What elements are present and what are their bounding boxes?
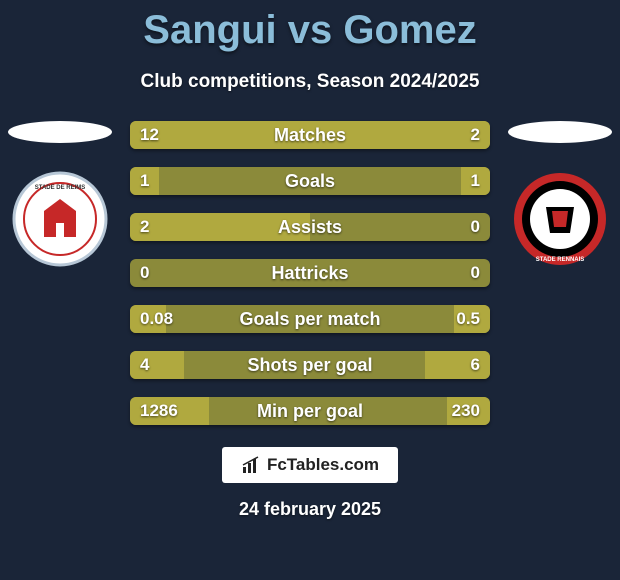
footer-logo-text: FcTables.com bbox=[267, 455, 379, 475]
footer-date: 24 february 2025 bbox=[0, 499, 620, 520]
page-title: Sangui vs Gomez bbox=[0, 0, 620, 53]
stat-value-right: 0 bbox=[471, 217, 480, 237]
svg-text:STADE RENNAIS: STADE RENNAIS bbox=[536, 257, 585, 263]
reims-crest-icon: STADE DE REIMS bbox=[12, 171, 108, 267]
stat-label: Hattricks bbox=[130, 263, 490, 284]
rennais-crest-icon: STADE RENNAIS bbox=[512, 171, 608, 267]
stat-row: Shots per goal4 6 bbox=[130, 351, 490, 379]
left-team-column: STADE DE REIMS bbox=[0, 121, 120, 267]
stat-row: Goals1 1 bbox=[130, 167, 490, 195]
stat-label: Matches bbox=[130, 125, 490, 146]
comparison-content: STADE DE REIMS STADE RENNAIS Matches122G… bbox=[0, 121, 620, 425]
stat-value-right: 1 bbox=[471, 171, 480, 191]
stat-value-right: 0.5 bbox=[456, 309, 480, 329]
left-ellipse-decor bbox=[8, 121, 112, 143]
stade-rennais-crest: STADE RENNAIS bbox=[512, 171, 608, 267]
stat-value-left: 1 bbox=[140, 171, 149, 191]
right-team-column: STADE RENNAIS bbox=[500, 121, 620, 267]
stat-row: Assists2 0 bbox=[130, 213, 490, 241]
stat-value-left: 12 bbox=[140, 125, 159, 145]
stat-row: Matches12 2 bbox=[130, 121, 490, 149]
stat-label: Goals per match bbox=[130, 309, 490, 330]
svg-text:STADE DE REIMS: STADE DE REIMS bbox=[35, 185, 86, 191]
stat-value-right: 6 bbox=[471, 355, 480, 375]
page-subtitle: Club competitions, Season 2024/2025 bbox=[0, 71, 620, 93]
right-ellipse-decor bbox=[508, 121, 612, 143]
stat-value-right: 2 bbox=[471, 125, 480, 145]
stat-row: Goals per match0.08 0.5 bbox=[130, 305, 490, 333]
stat-label: Assists bbox=[130, 217, 490, 238]
comparison-bars: Matches122Goals11Assists20Hattricks00Goa… bbox=[130, 121, 490, 425]
stat-value-right: 230 bbox=[452, 401, 480, 421]
stat-label: Shots per goal bbox=[130, 355, 490, 376]
stat-value-left: 2 bbox=[140, 217, 149, 237]
fctables-logo: FcTables.com bbox=[222, 447, 398, 483]
stat-value-left: 1286 bbox=[140, 401, 178, 421]
stat-value-right: 0 bbox=[471, 263, 480, 283]
stat-row: Hattricks0 0 bbox=[130, 259, 490, 287]
stat-value-left: 0 bbox=[140, 263, 149, 283]
stat-label: Goals bbox=[130, 171, 490, 192]
stade-de-reims-crest: STADE DE REIMS bbox=[12, 171, 108, 267]
stat-label: Min per goal bbox=[130, 401, 490, 422]
stat-value-left: 0.08 bbox=[140, 309, 173, 329]
stat-row: Min per goal1286 230 bbox=[130, 397, 490, 425]
chart-icon bbox=[241, 455, 261, 475]
stat-value-left: 4 bbox=[140, 355, 149, 375]
